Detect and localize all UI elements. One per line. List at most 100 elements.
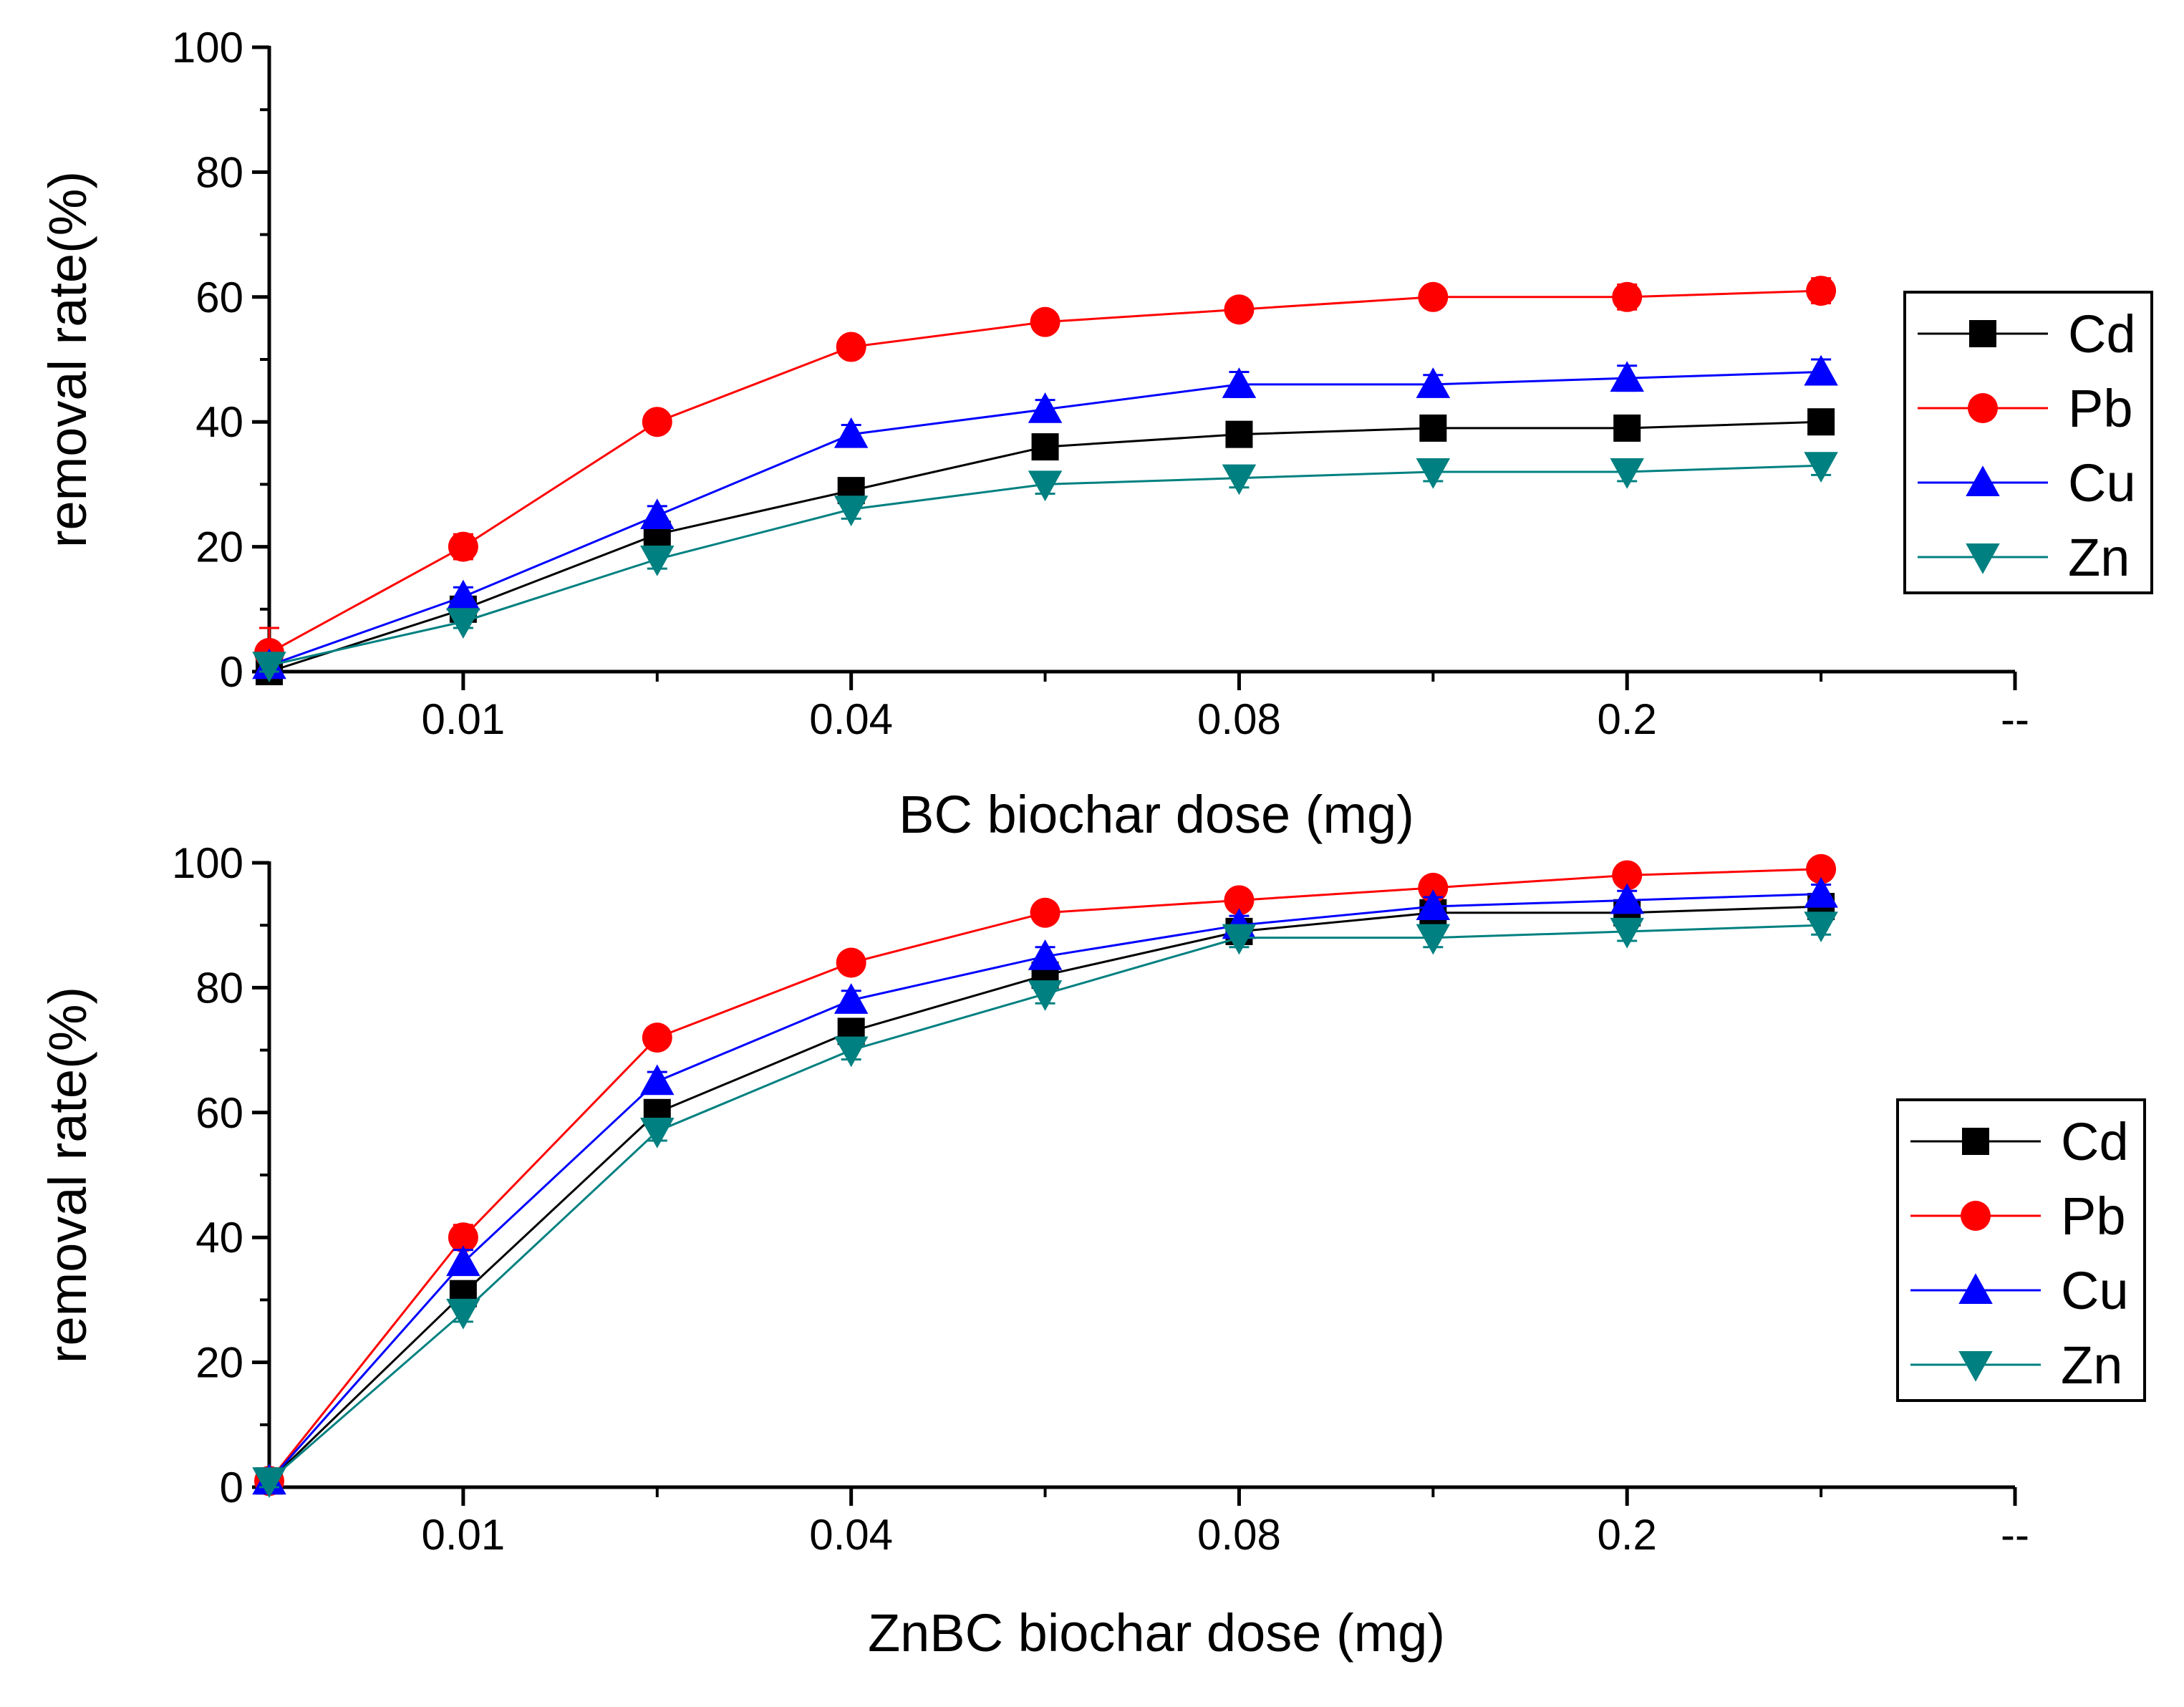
data-point-zn bbox=[252, 1467, 286, 1499]
data-point-zn bbox=[1610, 458, 1644, 489]
data-point-zn bbox=[834, 1036, 869, 1068]
y-tick-label: 40 bbox=[195, 398, 243, 446]
series-cu bbox=[252, 354, 1838, 680]
data-point-zn bbox=[1610, 917, 1644, 949]
data-point-zn bbox=[640, 1117, 675, 1149]
data-point-cu bbox=[640, 498, 675, 529]
x-tick-label: 0.01 bbox=[421, 1511, 505, 1559]
data-point-pb bbox=[1030, 306, 1060, 337]
data-point-zn bbox=[640, 546, 675, 576]
data-point-cu bbox=[640, 1064, 675, 1096]
y-axis-title: removal rate(%) bbox=[38, 171, 97, 548]
data-point-cu bbox=[1416, 367, 1451, 398]
chart-panel-bc: 0 20 40 60 80 100 0.01 0.04 0.08 0.2 -- BC biochar … bbox=[38, 24, 2153, 844]
data-point-zn bbox=[1804, 452, 1838, 483]
x-axis-title: BC biochar dose (mg) bbox=[899, 785, 1414, 844]
data-point-pb bbox=[642, 1022, 672, 1053]
data-point-cu bbox=[1804, 354, 1838, 386]
series-cd bbox=[256, 408, 1835, 685]
data-point-zn bbox=[446, 608, 480, 639]
data-point-pb bbox=[642, 407, 672, 437]
data-point-pb bbox=[1806, 854, 1837, 884]
x-tick-label: 0.2 bbox=[1598, 1511, 1657, 1559]
y-tick-label: 40 bbox=[195, 1214, 243, 1262]
data-point-cd bbox=[1031, 433, 1059, 461]
data-point-pb bbox=[448, 1222, 478, 1253]
y-tick-label: 0 bbox=[220, 648, 243, 696]
data-point-zn bbox=[1028, 470, 1063, 502]
data-point-pb bbox=[1806, 276, 1837, 306]
series-zn bbox=[252, 452, 1838, 683]
y-tick-label: 80 bbox=[195, 148, 243, 196]
data-point-cu bbox=[1804, 876, 1838, 908]
y-tick-label: 100 bbox=[172, 839, 243, 887]
data-point-zn bbox=[446, 1298, 480, 1330]
data-point-zn bbox=[834, 495, 869, 527]
legend-marker-pb bbox=[1961, 1201, 1991, 1231]
data-point-zn bbox=[1028, 980, 1063, 1011]
data-point-zn bbox=[1416, 924, 1451, 955]
legend: Cd Pb Cu Zn bbox=[1903, 291, 2153, 594]
x-tick-label: -- bbox=[2001, 1511, 2029, 1559]
data-point-cd bbox=[1807, 408, 1835, 436]
legend-label-cu: Cu bbox=[2068, 453, 2136, 513]
legend-label-cd: Cd bbox=[2061, 1112, 2129, 1171]
legend-box bbox=[1896, 1098, 2146, 1402]
series-zn bbox=[252, 911, 1838, 1499]
x-tick-label: 0.08 bbox=[1197, 695, 1281, 743]
legend-box bbox=[1903, 291, 2153, 594]
data-point-pb bbox=[836, 332, 866, 362]
legend-marker-zn bbox=[1958, 1351, 1993, 1382]
data-point-cd bbox=[1225, 420, 1253, 448]
x-tick-label: 0.01 bbox=[421, 695, 505, 743]
y-tick-label: 20 bbox=[195, 1339, 243, 1387]
data-point-pb bbox=[836, 947, 866, 978]
legend-marker-cd bbox=[1969, 320, 1996, 347]
series-cu bbox=[252, 876, 1838, 1495]
legend-marker-pb bbox=[1968, 393, 1998, 423]
chart-panel-znbc: 0 20 40 60 80 100 0.01 0.04 0.08 0.2 -- ZnBC biocha… bbox=[38, 839, 2146, 1663]
data-point-zn bbox=[1416, 458, 1451, 489]
legend-marker-cd bbox=[1962, 1128, 1989, 1155]
legend-marker-cu bbox=[1966, 465, 2000, 496]
y-tick-label: 60 bbox=[195, 1089, 243, 1137]
data-point-cu bbox=[1610, 361, 1644, 392]
y-tick-label: 100 bbox=[172, 24, 243, 72]
data-point-pb bbox=[1418, 281, 1449, 312]
x-tick-label: 0.04 bbox=[809, 695, 893, 743]
legend: Cd Pb Cu Zn bbox=[1896, 1098, 2146, 1402]
data-point-pb bbox=[1224, 294, 1255, 325]
legend-label-cd: Cd bbox=[2068, 304, 2136, 364]
legend-label-cu: Cu bbox=[2061, 1261, 2129, 1320]
data-point-cd bbox=[1613, 414, 1641, 442]
data-point-pb bbox=[1612, 281, 1643, 312]
legend-label-zn: Zn bbox=[2068, 528, 2130, 587]
data-point-zn bbox=[1804, 911, 1838, 942]
data-point-pb bbox=[448, 531, 478, 562]
x-tick-label: 0.04 bbox=[809, 1511, 893, 1559]
data-point-pb bbox=[1418, 872, 1449, 903]
data-point-cd bbox=[1419, 414, 1447, 442]
legend-label-pb: Pb bbox=[2068, 379, 2133, 438]
data-point-cu bbox=[1222, 367, 1257, 398]
data-point-cu bbox=[1028, 392, 1063, 423]
data-point-zn bbox=[1222, 464, 1257, 495]
x-tick-label: -- bbox=[2001, 695, 2029, 743]
y-tick-label: 80 bbox=[195, 964, 243, 1012]
data-point-pb bbox=[1224, 885, 1255, 916]
data-point-cu bbox=[1028, 939, 1063, 970]
data-point-cu bbox=[834, 983, 869, 1014]
legend-marker-cu bbox=[1958, 1273, 1993, 1304]
x-axis-title: ZnBC biochar dose (mg) bbox=[868, 1603, 1445, 1663]
legend-label-pb: Pb bbox=[2061, 1186, 2126, 1246]
legend-label-zn: Zn bbox=[2061, 1335, 2122, 1395]
data-point-pb bbox=[1030, 897, 1060, 928]
y-tick-label: 20 bbox=[195, 523, 243, 571]
data-point-zn bbox=[1222, 924, 1257, 955]
data-point-cu bbox=[446, 1245, 480, 1277]
data-point-pb bbox=[1612, 860, 1643, 891]
y-tick-label: 0 bbox=[220, 1464, 243, 1512]
x-tick-label: 0.08 bbox=[1197, 1511, 1281, 1559]
data-point-zn bbox=[252, 652, 286, 683]
